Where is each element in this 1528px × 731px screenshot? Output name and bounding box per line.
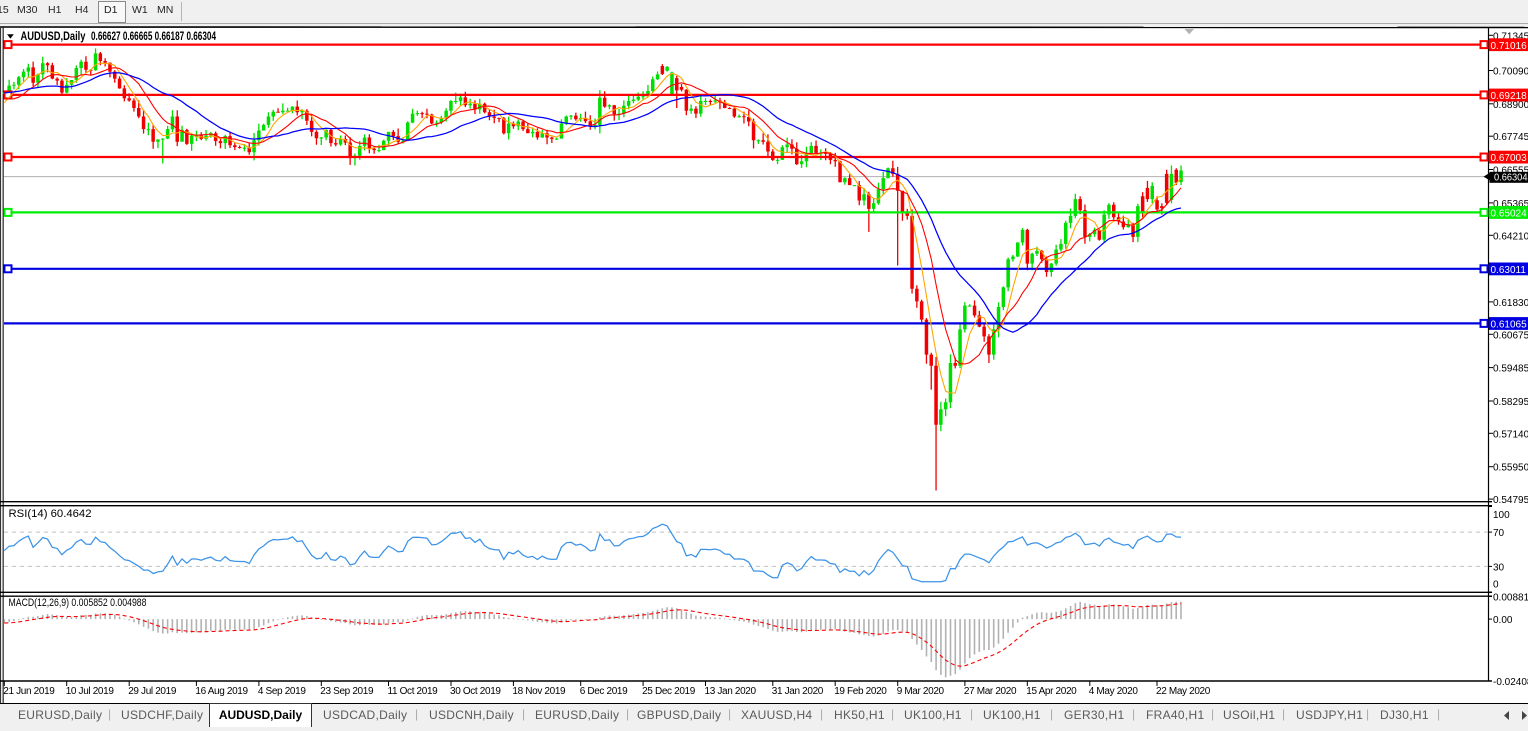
svg-text:18 Nov 2019: 18 Nov 2019: [512, 686, 566, 697]
svg-text:0.66304: 0.66304: [1494, 173, 1528, 184]
svg-text:0.67745: 0.67745: [1493, 132, 1528, 143]
svg-text:22 May 2020: 22 May 2020: [1156, 686, 1211, 697]
svg-text:23 Sep 2019: 23 Sep 2019: [320, 686, 374, 697]
svg-text:0.70090: 0.70090: [1493, 67, 1528, 78]
svg-text:0.67003: 0.67003: [1491, 153, 1528, 164]
svg-text:RSI(14) 60.4642: RSI(14) 60.4642: [9, 508, 92, 520]
svg-text:31 Jan 2020: 31 Jan 2020: [772, 686, 824, 697]
svg-text:-0.02408: -0.02408: [1493, 677, 1528, 688]
svg-text:0.64210: 0.64210: [1493, 231, 1528, 242]
svg-text:0.61065: 0.61065: [1491, 320, 1528, 331]
svg-text:6 Dec 2019: 6 Dec 2019: [580, 686, 628, 697]
svg-text:9 Mar 2020: 9 Mar 2020: [897, 686, 945, 697]
svg-text:0.61830: 0.61830: [1493, 298, 1528, 309]
svg-text:MACD(12,26,9) 0.005852 0.00498: MACD(12,26,9) 0.005852 0.004988: [9, 597, 147, 609]
svg-text:AUDUSD,Daily: AUDUSD,Daily: [21, 31, 86, 43]
svg-text:16 Aug 2019: 16 Aug 2019: [195, 686, 248, 697]
svg-text:0.66627 0.66665 0.66187 0.6630: 0.66627 0.66665 0.66187 0.66304: [91, 31, 216, 43]
svg-text:0.008815: 0.008815: [1493, 593, 1528, 604]
svg-text:0.71016: 0.71016: [1491, 41, 1528, 52]
svg-text:0: 0: [1493, 580, 1499, 591]
svg-text:70: 70: [1493, 528, 1505, 539]
svg-text:4 May 2020: 4 May 2020: [1089, 686, 1139, 697]
svg-text:0.60675: 0.60675: [1493, 330, 1528, 341]
svg-text:25 Dec 2019: 25 Dec 2019: [642, 686, 696, 697]
svg-text:10 Jul 2019: 10 Jul 2019: [66, 686, 115, 697]
svg-text:0.57140: 0.57140: [1493, 429, 1528, 440]
svg-text:0.54795: 0.54795: [1493, 495, 1528, 506]
svg-text:29 Jul 2019: 29 Jul 2019: [128, 686, 177, 697]
svg-text:0.55950: 0.55950: [1493, 463, 1528, 474]
svg-text:30 Oct 2019: 30 Oct 2019: [450, 686, 501, 697]
svg-text:30: 30: [1493, 562, 1505, 573]
svg-text:0.59485: 0.59485: [1493, 364, 1528, 375]
svg-text:11 Oct 2019: 11 Oct 2019: [388, 686, 439, 697]
svg-text:100: 100: [1493, 510, 1510, 521]
svg-text:4 Sep 2019: 4 Sep 2019: [258, 686, 306, 697]
svg-text:0.65024: 0.65024: [1491, 209, 1528, 220]
svg-text:27 Mar 2020: 27 Mar 2020: [964, 686, 1017, 697]
svg-text:0.00: 0.00: [1493, 615, 1513, 626]
svg-text:15 Apr 2020: 15 Apr 2020: [1026, 686, 1077, 697]
svg-text:21 Jun 2019: 21 Jun 2019: [3, 686, 55, 697]
svg-text:0.69218: 0.69218: [1491, 91, 1528, 102]
svg-text:19 Feb 2020: 19 Feb 2020: [834, 686, 887, 697]
svg-text:0.58295: 0.58295: [1493, 397, 1528, 408]
svg-text:13 Jan 2020: 13 Jan 2020: [705, 686, 757, 697]
svg-text:0.63011: 0.63011: [1491, 265, 1527, 276]
